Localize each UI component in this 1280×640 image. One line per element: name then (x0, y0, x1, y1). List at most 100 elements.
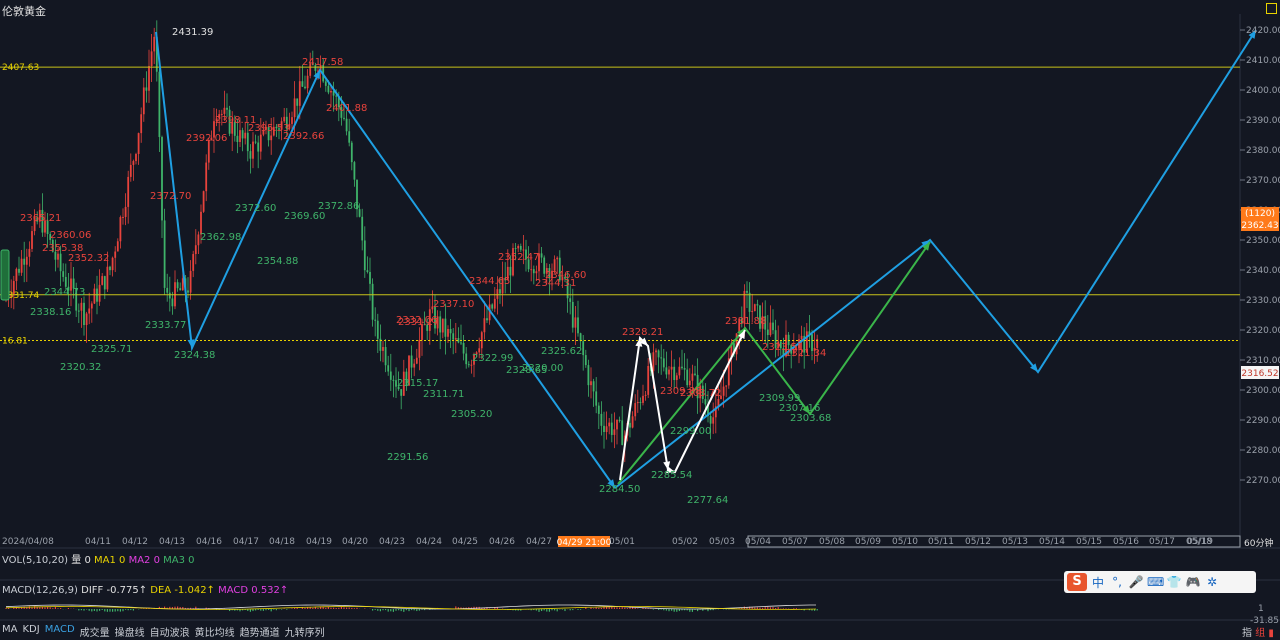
tab-volume[interactable]: 成交量 (79, 628, 110, 639)
price-labels: 2431.392417.582401.882398.112395.532392.… (20, 27, 831, 506)
candle-body (64, 276, 67, 287)
candle-body (12, 281, 15, 296)
candle-body (103, 276, 106, 290)
price-tick-label: 2370.00 (1246, 176, 1280, 186)
candle-body (488, 304, 491, 321)
ime-skin-icon[interactable]: 👕 (1166, 575, 1182, 589)
candle-body (673, 366, 676, 381)
maximize-icon[interactable] (1266, 3, 1277, 14)
candle-body (244, 132, 247, 139)
candle-body (478, 348, 481, 353)
candle-body (75, 288, 78, 311)
ime-game-icon[interactable]: 🎮 (1185, 575, 1201, 589)
blue-wave-arrow-a-head (187, 339, 195, 348)
low-label: 2291.56 (387, 452, 428, 463)
tab-macd[interactable]: MACD (44, 624, 75, 635)
candle-body (158, 71, 161, 138)
corner-group-button[interactable]: 组 (1255, 628, 1266, 639)
low-label: 2305.20 (451, 409, 492, 420)
ime-punct-icon[interactable]: °, (1112, 575, 1122, 589)
date-tick: 05/09 (855, 537, 881, 547)
candle-body (501, 277, 504, 294)
low-label: 2277.64 (687, 495, 728, 506)
tab-auto-wave[interactable]: 自动波浪 (149, 628, 190, 639)
candle-body (317, 70, 319, 72)
candle-body (772, 322, 774, 331)
date-tick: 05/15 (1076, 537, 1102, 547)
candle-body (343, 117, 345, 119)
candle-body (49, 234, 52, 240)
price-tick-label: 2280.00 (1246, 446, 1280, 456)
candle-body (504, 277, 507, 281)
candle-body (426, 324, 429, 331)
candle-body (400, 389, 403, 396)
candle-body (361, 216, 364, 241)
candle-body (28, 248, 31, 257)
candle-body (704, 399, 707, 405)
candle-body (25, 256, 28, 265)
low-label: 2311.71 (423, 389, 464, 400)
low-label: 2338.16 (30, 307, 71, 318)
candle-body (124, 206, 127, 217)
candle-body (257, 142, 260, 152)
candle-body (111, 257, 114, 271)
corner-bar-icon[interactable]: ▮ (1268, 628, 1274, 639)
tab-trend-channel[interactable]: 趋势通道 (239, 628, 280, 639)
ime-toolbar[interactable]: S 中 °, 🎤 ⌨ 👕 🎮 ✲ (1064, 571, 1256, 593)
tab-nine-sequence[interactable]: 九转序列 (284, 628, 325, 639)
candle-body (813, 347, 816, 352)
candle-body (444, 318, 447, 337)
blue-wave-arrow-a (155, 31, 616, 489)
date-tick: 04/17 (233, 537, 259, 547)
white-wave-arrow-head (666, 466, 675, 474)
candle-body (657, 350, 660, 358)
candle-body (436, 316, 439, 329)
tab-golden-ma[interactable]: 黄比均线 (194, 628, 235, 639)
candle-body (566, 278, 569, 299)
candle-body (621, 420, 624, 445)
low-label: 2325.71 (91, 344, 132, 355)
candle-body (301, 81, 304, 87)
tab-ma[interactable]: MA (2, 624, 18, 635)
date-tick: 04/13 (159, 537, 185, 547)
ime-voice-icon[interactable]: 🎤 (1128, 575, 1144, 589)
candle-body (330, 90, 332, 93)
sogou-logo-icon[interactable]: S (1067, 573, 1087, 591)
tab-kdj[interactable]: KDJ (22, 624, 40, 635)
left-scroll-handle (0, 249, 10, 301)
candle-body (431, 306, 434, 310)
candle-body (197, 234, 200, 246)
candle-body (642, 395, 644, 403)
low-label: 2322.99 (472, 353, 513, 364)
candle-body (83, 302, 85, 326)
candle-body (584, 355, 587, 366)
candle-body (106, 266, 109, 290)
low-label: 2372.86 (318, 201, 359, 212)
candle-body (434, 306, 436, 329)
candle-body (574, 317, 577, 328)
candle-body (215, 118, 218, 122)
candle-body (517, 246, 520, 249)
candle-body (686, 369, 689, 386)
date-tick: 05/14 (1039, 537, 1065, 547)
candle-body (51, 239, 54, 252)
low-label: 2372.60 (235, 203, 276, 214)
low-label: 2285.54 (651, 470, 692, 481)
candle-body (168, 292, 171, 299)
candle-body (527, 259, 530, 270)
date-tick: 04/19 (306, 537, 332, 547)
candle-body (285, 116, 288, 129)
date-tick: 04/18 (269, 537, 295, 547)
corner-index-button[interactable]: 指 (1242, 628, 1252, 639)
ime-keyboard-icon[interactable]: ⌨ (1147, 575, 1165, 589)
ime-settings-icon[interactable]: ✲ (1206, 575, 1218, 589)
candle-body (701, 385, 704, 400)
tab-trading-line[interactable]: 操盘线 (114, 628, 145, 639)
candle-body (712, 417, 715, 424)
candle-body (161, 137, 163, 221)
candle-body (506, 266, 509, 281)
candle-body (483, 318, 486, 333)
candle-body (33, 217, 36, 232)
ime-chinese-toggle[interactable]: 中 (1091, 575, 1104, 590)
